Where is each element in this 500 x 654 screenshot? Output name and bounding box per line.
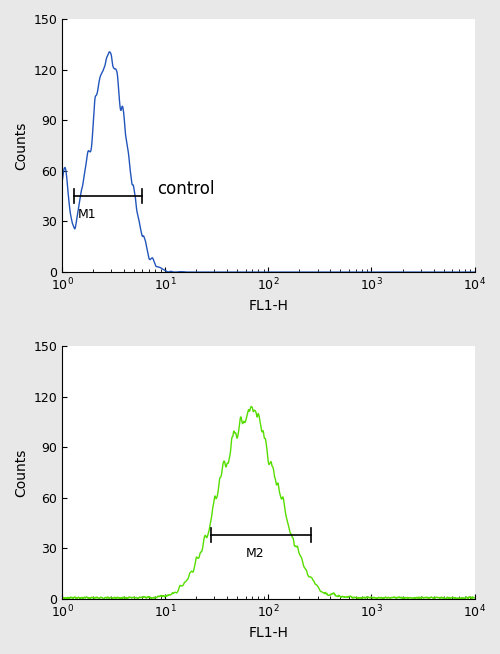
Text: M2: M2 (246, 547, 264, 560)
Text: control: control (158, 181, 215, 198)
X-axis label: FL1-H: FL1-H (248, 299, 288, 313)
X-axis label: FL1-H: FL1-H (248, 626, 288, 640)
Y-axis label: Counts: Counts (14, 121, 28, 169)
Y-axis label: Counts: Counts (14, 448, 28, 496)
Text: M1: M1 (78, 208, 96, 221)
